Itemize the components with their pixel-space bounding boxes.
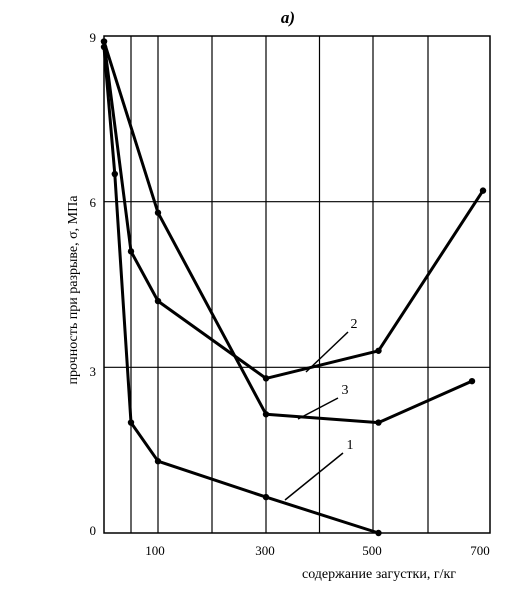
- series-label-leaders: [284, 331, 349, 501]
- data-point-series-2: [154, 297, 162, 305]
- data-point-series-1: [375, 529, 382, 537]
- data-point-series-3: [468, 377, 476, 385]
- data-point-series-3: [100, 38, 108, 45]
- series-label-3: 3: [342, 383, 349, 398]
- data-point-series-1: [154, 458, 162, 465]
- x-tick-label: 300: [255, 543, 275, 558]
- chart-markers: [100, 38, 487, 537]
- series-label-1: 1: [347, 438, 354, 453]
- x-axis-label: содержание загустки, г/кг: [302, 567, 456, 582]
- data-point-series-2: [127, 248, 135, 255]
- chart-series: [102, 40, 485, 535]
- series-line-1: [102, 45, 380, 535]
- chart-title: а): [281, 8, 295, 27]
- plot-frame: [103, 35, 491, 534]
- data-point-series-2: [375, 347, 382, 354]
- series-line-3: [102, 40, 474, 425]
- series-label-2: 2: [351, 317, 358, 332]
- data-point-series-2: [262, 375, 270, 382]
- y-tick-label: 0: [90, 523, 97, 538]
- leader-line-2: [305, 331, 349, 373]
- data-point-series-1: [100, 43, 108, 51]
- series-line-2: [102, 40, 485, 380]
- data-point-series-3: [375, 419, 382, 426]
- chart-grid: [103, 35, 491, 534]
- y-axis-label: прочность при разрыве, σ, МПа: [66, 195, 81, 385]
- y-tick-label: 3: [90, 364, 97, 379]
- x-tick-label: 100: [145, 543, 165, 558]
- y-tick-label: 6: [90, 195, 97, 210]
- x-tick-label: 500: [362, 543, 382, 558]
- leader-line-1: [284, 452, 344, 501]
- x-tick-label: 700: [470, 543, 490, 558]
- data-point-series-1: [262, 493, 270, 501]
- data-point-series-3: [262, 411, 270, 418]
- data-point-series-1: [127, 419, 135, 426]
- y-tick-label: 9: [90, 30, 97, 45]
- leader-line-3: [297, 397, 339, 420]
- data-point-series-3: [154, 209, 162, 216]
- data-point-series-1: [111, 170, 119, 178]
- data-point-series-2: [479, 187, 487, 194]
